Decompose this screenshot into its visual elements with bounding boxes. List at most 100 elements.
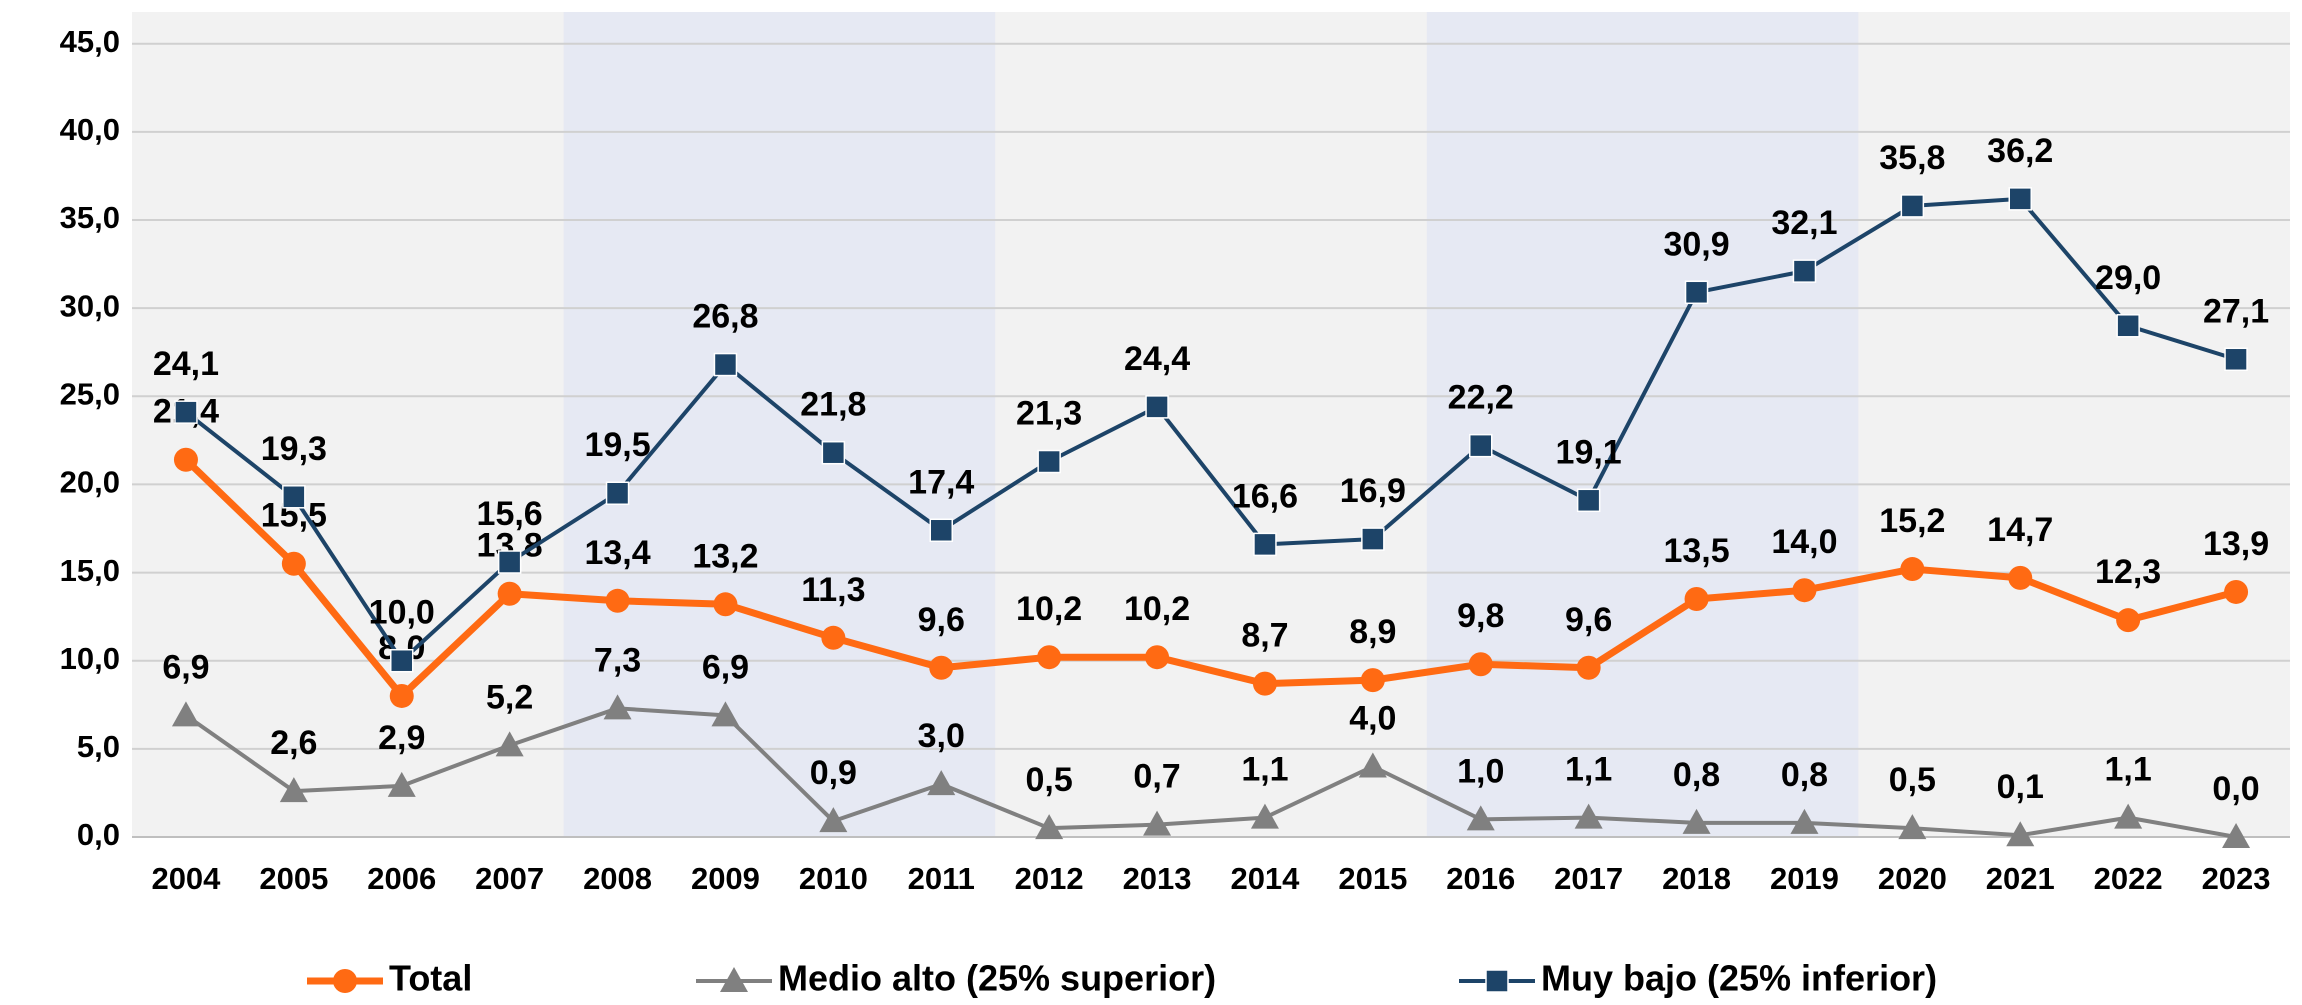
data-point xyxy=(1576,655,1601,680)
data-label: 4,0 xyxy=(1349,699,1396,737)
data-label: 29,0 xyxy=(2095,259,2161,297)
legend-label: Muy bajo (25% inferior) xyxy=(1541,958,1937,999)
data-label: 9,6 xyxy=(1565,601,1612,639)
data-point xyxy=(605,588,630,613)
plot-background xyxy=(132,12,2290,837)
data-label: 0,5 xyxy=(1889,761,1936,799)
data-point xyxy=(821,625,846,650)
series-line xyxy=(183,457,2237,700)
data-point xyxy=(2116,608,2141,633)
y-tick-label: 30,0 xyxy=(60,288,120,323)
data-label: 32,1 xyxy=(1771,204,1837,242)
data-point xyxy=(1792,259,1817,283)
data-point xyxy=(495,731,524,757)
data-point xyxy=(390,648,414,673)
data-label: 1,1 xyxy=(1241,751,1288,789)
data-label: 13,2 xyxy=(692,537,758,575)
data-point xyxy=(1145,395,1169,419)
data-point xyxy=(497,550,522,574)
data-point xyxy=(1900,557,1925,582)
data-label: 13,5 xyxy=(1663,532,1729,570)
data-label: 0,7 xyxy=(1133,758,1180,796)
data-point xyxy=(387,771,416,797)
y-tick-label: 40,0 xyxy=(60,112,120,147)
data-label: 27,1 xyxy=(2203,292,2269,330)
data-point xyxy=(281,551,306,576)
x-tick-label: 2023 xyxy=(2202,861,2271,896)
data-label: 22,2 xyxy=(1448,379,1514,417)
data-point xyxy=(2114,803,2143,829)
x-tick-label: 2011 xyxy=(908,861,975,896)
data-label: 10,2 xyxy=(1016,590,1082,628)
data-label: 26,8 xyxy=(692,298,758,336)
data-label: 1,0 xyxy=(1457,752,1504,790)
y-tick-label: 10,0 xyxy=(60,641,120,676)
data-point xyxy=(2224,579,2249,604)
data-label: 21,3 xyxy=(1016,395,1082,433)
data-point xyxy=(1145,645,1170,670)
data-label: 0,1 xyxy=(1997,768,2044,806)
data-label: 5,2 xyxy=(486,678,533,716)
data-label: 24,1 xyxy=(153,345,219,383)
data-point xyxy=(603,694,632,720)
data-point xyxy=(713,352,738,377)
data-point xyxy=(1792,578,1817,603)
y-tick-label: 35,0 xyxy=(60,200,120,235)
data-point xyxy=(819,807,848,833)
data-point xyxy=(1466,805,1495,831)
legend-label: Medio alto (25% superior) xyxy=(778,958,1216,999)
data-point xyxy=(1250,803,1279,829)
x-tick-label: 2009 xyxy=(691,861,760,896)
y-tick-label: 5,0 xyxy=(77,729,120,764)
data-label: 10,0 xyxy=(369,594,435,632)
data-label: 17,4 xyxy=(908,463,974,501)
x-tick-label: 2006 xyxy=(367,861,436,896)
series-line xyxy=(184,196,2237,663)
data-point xyxy=(2008,565,2033,590)
y-tick-label: 0,0 xyxy=(77,817,120,852)
x-tick-label: 2007 xyxy=(475,861,544,896)
data-label: 6,9 xyxy=(702,648,749,686)
data-point xyxy=(171,701,200,727)
data-point xyxy=(605,481,630,505)
data-label: 1,1 xyxy=(2105,751,2152,789)
data-label: 30,9 xyxy=(1663,225,1729,263)
data-point xyxy=(1143,810,1172,836)
data-point xyxy=(713,592,738,617)
shaded-band xyxy=(1426,12,1859,837)
data-point xyxy=(497,581,522,606)
data-label: 35,8 xyxy=(1879,139,1945,177)
x-tick-label: 2015 xyxy=(1338,861,1407,896)
data-label: 15,6 xyxy=(477,495,543,533)
data-point xyxy=(929,655,954,680)
data-label: 3,0 xyxy=(918,717,965,755)
data-label: 12,3 xyxy=(2095,553,2161,591)
data-point xyxy=(1037,645,1062,670)
data-label: 15,2 xyxy=(1879,502,1945,540)
y-tick-label: 25,0 xyxy=(60,376,120,411)
data-point xyxy=(1574,803,1603,829)
x-tick-label: 2019 xyxy=(1770,861,1839,896)
x-tick-label: 2022 xyxy=(2094,861,2163,896)
data-point xyxy=(174,400,198,424)
data-label: 6,9 xyxy=(162,648,209,686)
data-point xyxy=(282,485,306,509)
x-tick-label: 2005 xyxy=(259,861,328,896)
x-tick-label: 2014 xyxy=(1230,861,1300,896)
data-point xyxy=(1361,527,1385,551)
data-label: 13,9 xyxy=(2203,525,2269,563)
data-point xyxy=(1252,671,1277,696)
data-point xyxy=(2224,347,2248,372)
data-label: 9,8 xyxy=(1457,597,1504,635)
data-point xyxy=(279,777,308,803)
data-label: 36,2 xyxy=(1987,132,2053,170)
data-point xyxy=(1898,814,1927,840)
data-label: 19,5 xyxy=(584,426,650,464)
data-point xyxy=(711,701,740,727)
data-label: 1,1 xyxy=(1565,751,1612,789)
data-label: 10,2 xyxy=(1124,590,1190,628)
x-tick-label: 2017 xyxy=(1554,861,1623,896)
data-point xyxy=(1253,532,1277,557)
data-point xyxy=(2116,314,2140,338)
